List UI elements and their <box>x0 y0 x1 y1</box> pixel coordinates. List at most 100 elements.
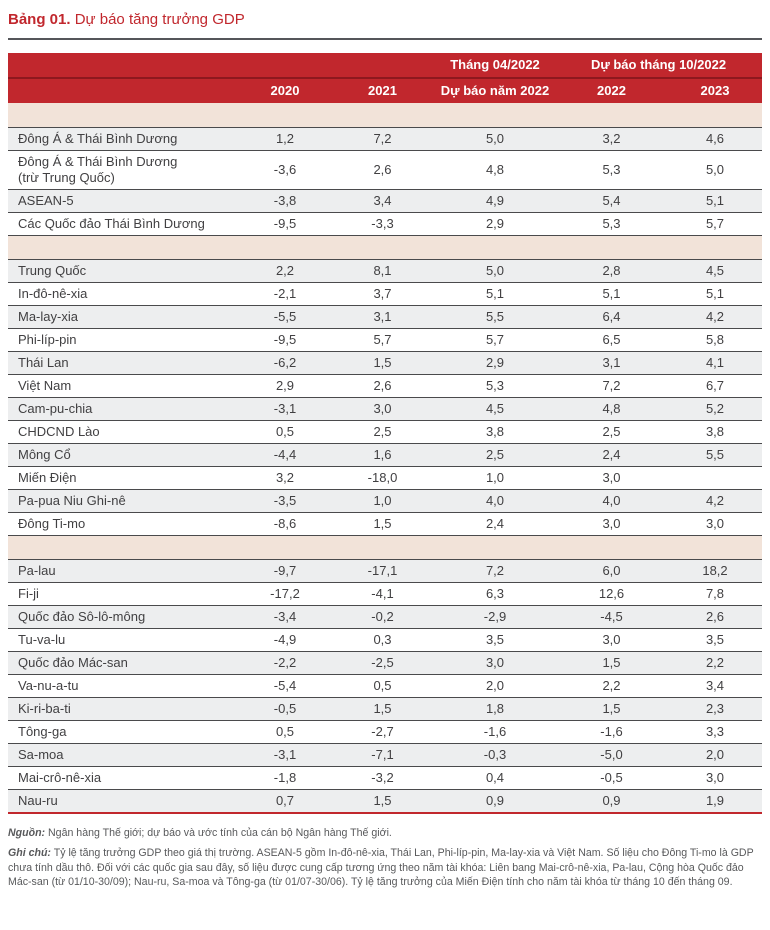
table-row: ASEAN-5 -3,8 3,4 4,9 5,4 5,1 <box>8 189 762 213</box>
value-cell: 3,7 <box>330 282 435 306</box>
region-name-cell: Phi-líp-pin <box>8 328 240 352</box>
value-cell: 5,5 <box>668 443 762 467</box>
source-note: Nguồn: Ngân hàng Thế giới; dự báo và ước… <box>8 826 762 841</box>
value-cell: -5,5 <box>240 305 330 329</box>
table-row: Ma-lay-xia -5,5 3,1 5,5 6,4 4,2 <box>8 305 762 329</box>
value-cell: 18,2 <box>668 559 762 583</box>
value-cell: -1,6 <box>555 720 668 744</box>
value-cell: -3,5 <box>240 489 330 513</box>
region-name-cell: Mông Cổ <box>8 443 240 467</box>
table-row: Việt Nam 2,9 2,6 5,3 7,2 6,7 <box>8 374 762 398</box>
value-cell: 3,2 <box>555 127 668 151</box>
region-name-cell: ASEAN-5 <box>8 189 240 213</box>
header-region-column <box>8 78 240 103</box>
region-name-cell: Thái Lan <box>8 351 240 375</box>
value-cell: -3,6 <box>240 150 330 190</box>
value-cell: 12,6 <box>555 582 668 606</box>
value-cell: 5,4 <box>555 189 668 213</box>
table-row: Tu-va-lu -4,9 0,3 3,5 3,0 3,5 <box>8 628 762 652</box>
region-name-cell: Cam-pu-chia <box>8 397 240 421</box>
value-cell: 3,3 <box>668 720 762 744</box>
value-cell: 6,0 <box>555 559 668 583</box>
table-caption: Dự báo tăng trưởng GDP <box>74 11 245 28</box>
source-text: Ngân hàng Thế giới; dự báo và ước tính c… <box>48 826 392 839</box>
value-cell: 1,5 <box>330 512 435 536</box>
table-row: Pa-pua Niu Ghi-nê -3,5 1,0 4,0 4,0 4,2 <box>8 489 762 513</box>
table-row: In-đô-nê-xia -2,1 3,7 5,1 5,1 5,1 <box>8 282 762 306</box>
value-cell: 5,3 <box>555 212 668 236</box>
value-cell: -17,2 <box>240 582 330 606</box>
value-cell: 1,5 <box>330 351 435 375</box>
value-cell: 3,2 <box>240 466 330 490</box>
value-cell: 2,3 <box>668 697 762 721</box>
value-cell: -3,2 <box>330 766 435 790</box>
value-cell: 0,5 <box>330 674 435 698</box>
value-cell: 3,0 <box>555 466 668 490</box>
value-cell: -0,2 <box>330 605 435 629</box>
value-cell: -6,2 <box>240 351 330 375</box>
value-cell: 3,4 <box>668 674 762 698</box>
value-cell: 7,2 <box>435 559 555 583</box>
value-cell: -8,6 <box>240 512 330 536</box>
region-name-cell: Các Quốc đảo Thái Bình Dương <box>8 212 240 236</box>
value-cell: -9,5 <box>240 328 330 352</box>
value-cell: 5,1 <box>555 282 668 306</box>
title-divider <box>8 38 762 40</box>
table-row: Cam-pu-chia -3,1 3,0 4,5 4,8 5,2 <box>8 397 762 421</box>
region-name-cell: Đông Ti-mo <box>8 512 240 536</box>
value-cell: 2,6 <box>330 374 435 398</box>
value-cell: 5,0 <box>435 127 555 151</box>
value-cell: 2,0 <box>668 743 762 767</box>
table-row: Ki-ri-ba-ti -0,5 1,5 1,8 1,5 2,3 <box>8 697 762 721</box>
value-cell: -17,1 <box>330 559 435 583</box>
value-cell: 5,0 <box>435 259 555 283</box>
region-name-cell: Quốc đảo Sô-lô-mông <box>8 605 240 629</box>
value-cell: 2,2 <box>240 259 330 283</box>
value-cell: -9,5 <box>240 212 330 236</box>
region-name-cell: Ma-lay-xia <box>8 305 240 329</box>
value-cell: 4,8 <box>555 397 668 421</box>
table-row: Pa-lau -9,7 -17,1 7,2 6,0 18,2 <box>8 559 762 583</box>
table-row: Mông Cổ -4,4 1,6 2,5 2,4 5,5 <box>8 443 762 467</box>
header-empty-2021 <box>330 53 435 79</box>
value-cell: 2,5 <box>435 443 555 467</box>
header-group-april-2022: Tháng 04/2022 <box>435 53 555 79</box>
region-name-cell: Pa-pua Niu Ghi-nê <box>8 489 240 513</box>
value-cell: 3,1 <box>330 305 435 329</box>
value-cell: 5,0 <box>668 150 762 190</box>
value-cell: 0,5 <box>240 720 330 744</box>
value-cell: -3,3 <box>330 212 435 236</box>
value-cell: 5,2 <box>668 397 762 421</box>
value-cell: 2,0 <box>435 674 555 698</box>
value-cell: 6,4 <box>555 305 668 329</box>
section-separator-band <box>8 535 762 560</box>
value-cell: 3,1 <box>555 351 668 375</box>
header-col-2020: 2020 <box>240 78 330 103</box>
table-row: Đông Á & Thái Bình Dương 1,2 7,2 5,0 3,2 4,6 <box>8 127 762 151</box>
value-cell: 2,4 <box>435 512 555 536</box>
table-row: Quốc đảo Mác-san -2,2 -2,5 3,0 1,5 2,2 <box>8 651 762 675</box>
value-cell: 4,9 <box>435 189 555 213</box>
header-group-row: Tháng 04/2022 Dự báo tháng 10/2022 <box>8 53 762 79</box>
region-name-cell: Tu-va-lu <box>8 628 240 652</box>
value-cell: -9,7 <box>240 559 330 583</box>
header-col-2021: 2021 <box>330 78 435 103</box>
value-cell: 3,5 <box>435 628 555 652</box>
region-name-cell: Pa-lau <box>8 559 240 583</box>
value-cell: -4,9 <box>240 628 330 652</box>
value-cell: 6,3 <box>435 582 555 606</box>
header-col-2023: 2023 <box>668 78 762 103</box>
value-cell: 1,6 <box>330 443 435 467</box>
value-cell: -0,3 <box>435 743 555 767</box>
value-cell: -1,6 <box>435 720 555 744</box>
table-row: Nau-ru 0,7 1,5 0,9 0,9 1,9 <box>8 789 762 814</box>
value-cell: 5,1 <box>668 282 762 306</box>
region-name-cell: Tông-ga <box>8 720 240 744</box>
header-empty-2020 <box>240 53 330 79</box>
value-cell: -3,1 <box>240 743 330 767</box>
value-cell: 1,0 <box>435 466 555 490</box>
value-cell: 0,9 <box>435 789 555 814</box>
value-cell: -0,5 <box>240 697 330 721</box>
region-name-cell: Ki-ri-ba-ti <box>8 697 240 721</box>
table-row: Fi-ji -17,2 -4,1 6,3 12,6 7,8 <box>8 582 762 606</box>
